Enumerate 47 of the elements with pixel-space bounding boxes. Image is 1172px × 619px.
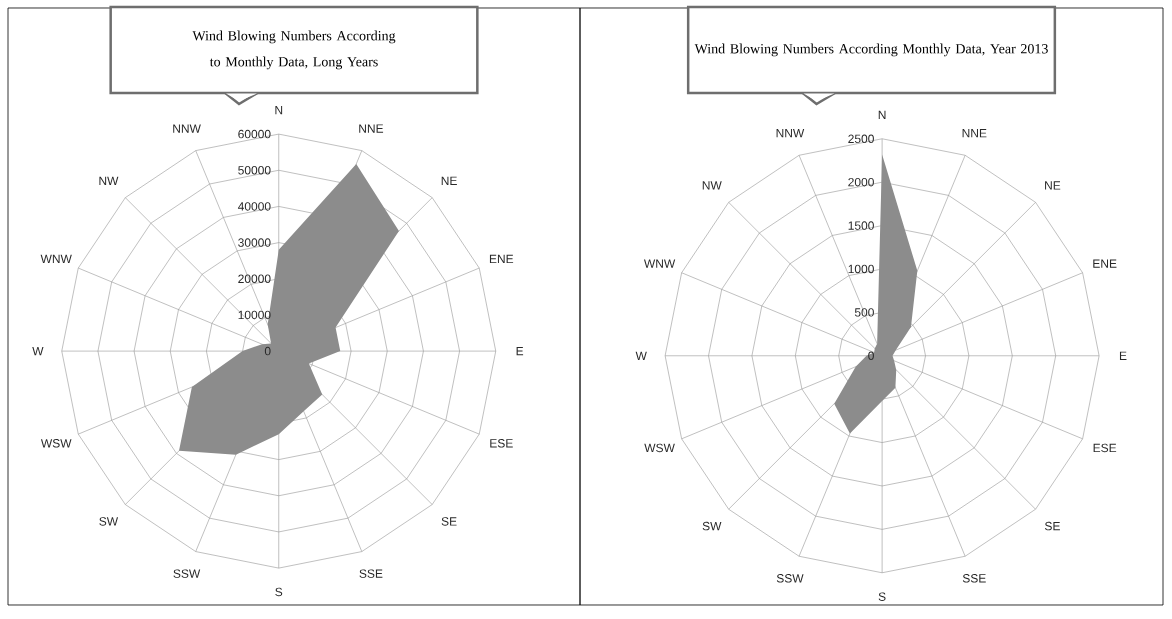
- spoke-label: NW: [702, 181, 722, 190]
- spoke-label: NE: [1045, 181, 1061, 190]
- spoke-label: WSW: [40, 439, 72, 448]
- spoke-label: SE: [441, 517, 457, 526]
- spoke-label: WNW: [643, 259, 676, 268]
- y-tick-label: 50000: [238, 166, 271, 175]
- spoke-label: ENE: [1093, 259, 1117, 268]
- y-tick-label: 1500: [848, 221, 874, 230]
- y-tick-label: 0: [264, 346, 271, 356]
- spoke-label: NW: [99, 176, 119, 185]
- spoke-label: N: [878, 110, 886, 120]
- spoke-label: ESE: [490, 439, 513, 448]
- y-tick-label: 2500: [848, 134, 874, 144]
- y-tick-label: 10000: [238, 310, 271, 320]
- spoke-label: SE: [1044, 521, 1060, 531]
- spoke-label: WNW: [40, 254, 72, 264]
- spoke-label: W: [32, 346, 44, 356]
- spoke-label: NNW: [776, 129, 805, 138]
- chart-title: Wind Blowing Numbers According Monthly Data, Year 2013: [694, 43, 1048, 57]
- y-tick-label: 500: [854, 308, 874, 317]
- spoke-label: NE: [441, 176, 457, 185]
- spoke-label: SSW: [173, 569, 201, 578]
- y-tick-label: 30000: [238, 238, 271, 247]
- y-tick-label: 2000: [848, 177, 874, 187]
- spoke-label: SW: [99, 517, 119, 526]
- spoke-label: W: [635, 351, 647, 360]
- spoke-label: S: [275, 587, 283, 597]
- spoke-label: ENE: [489, 254, 514, 264]
- spoke-label: NNE: [359, 124, 384, 133]
- spoke-label: SSE: [359, 569, 383, 578]
- spoke-label: NNE: [962, 129, 987, 138]
- y-tick-label: 0: [868, 351, 874, 361]
- spoke-label: E: [1119, 351, 1127, 360]
- spoke-label: SW: [702, 521, 722, 531]
- spoke-label: N: [275, 106, 283, 115]
- y-tick-label: 20000: [238, 274, 271, 283]
- y-tick-label: 40000: [237, 202, 271, 211]
- y-tick-label: 1000: [848, 264, 874, 274]
- spoke-label: ESE: [1093, 443, 1117, 453]
- spoke-label: E: [516, 346, 524, 356]
- spoke-label: SSW: [776, 574, 804, 583]
- spoke-label: S: [878, 592, 886, 601]
- spoke-label: WSW: [644, 443, 675, 453]
- spoke-label: SSE: [962, 574, 986, 583]
- chart-title: Wind Blowing Numbers According to Monthly Data, Long Years: [192, 30, 396, 70]
- y-tick-label: 60000: [238, 129, 271, 139]
- spoke-label: NNW: [173, 124, 201, 133]
